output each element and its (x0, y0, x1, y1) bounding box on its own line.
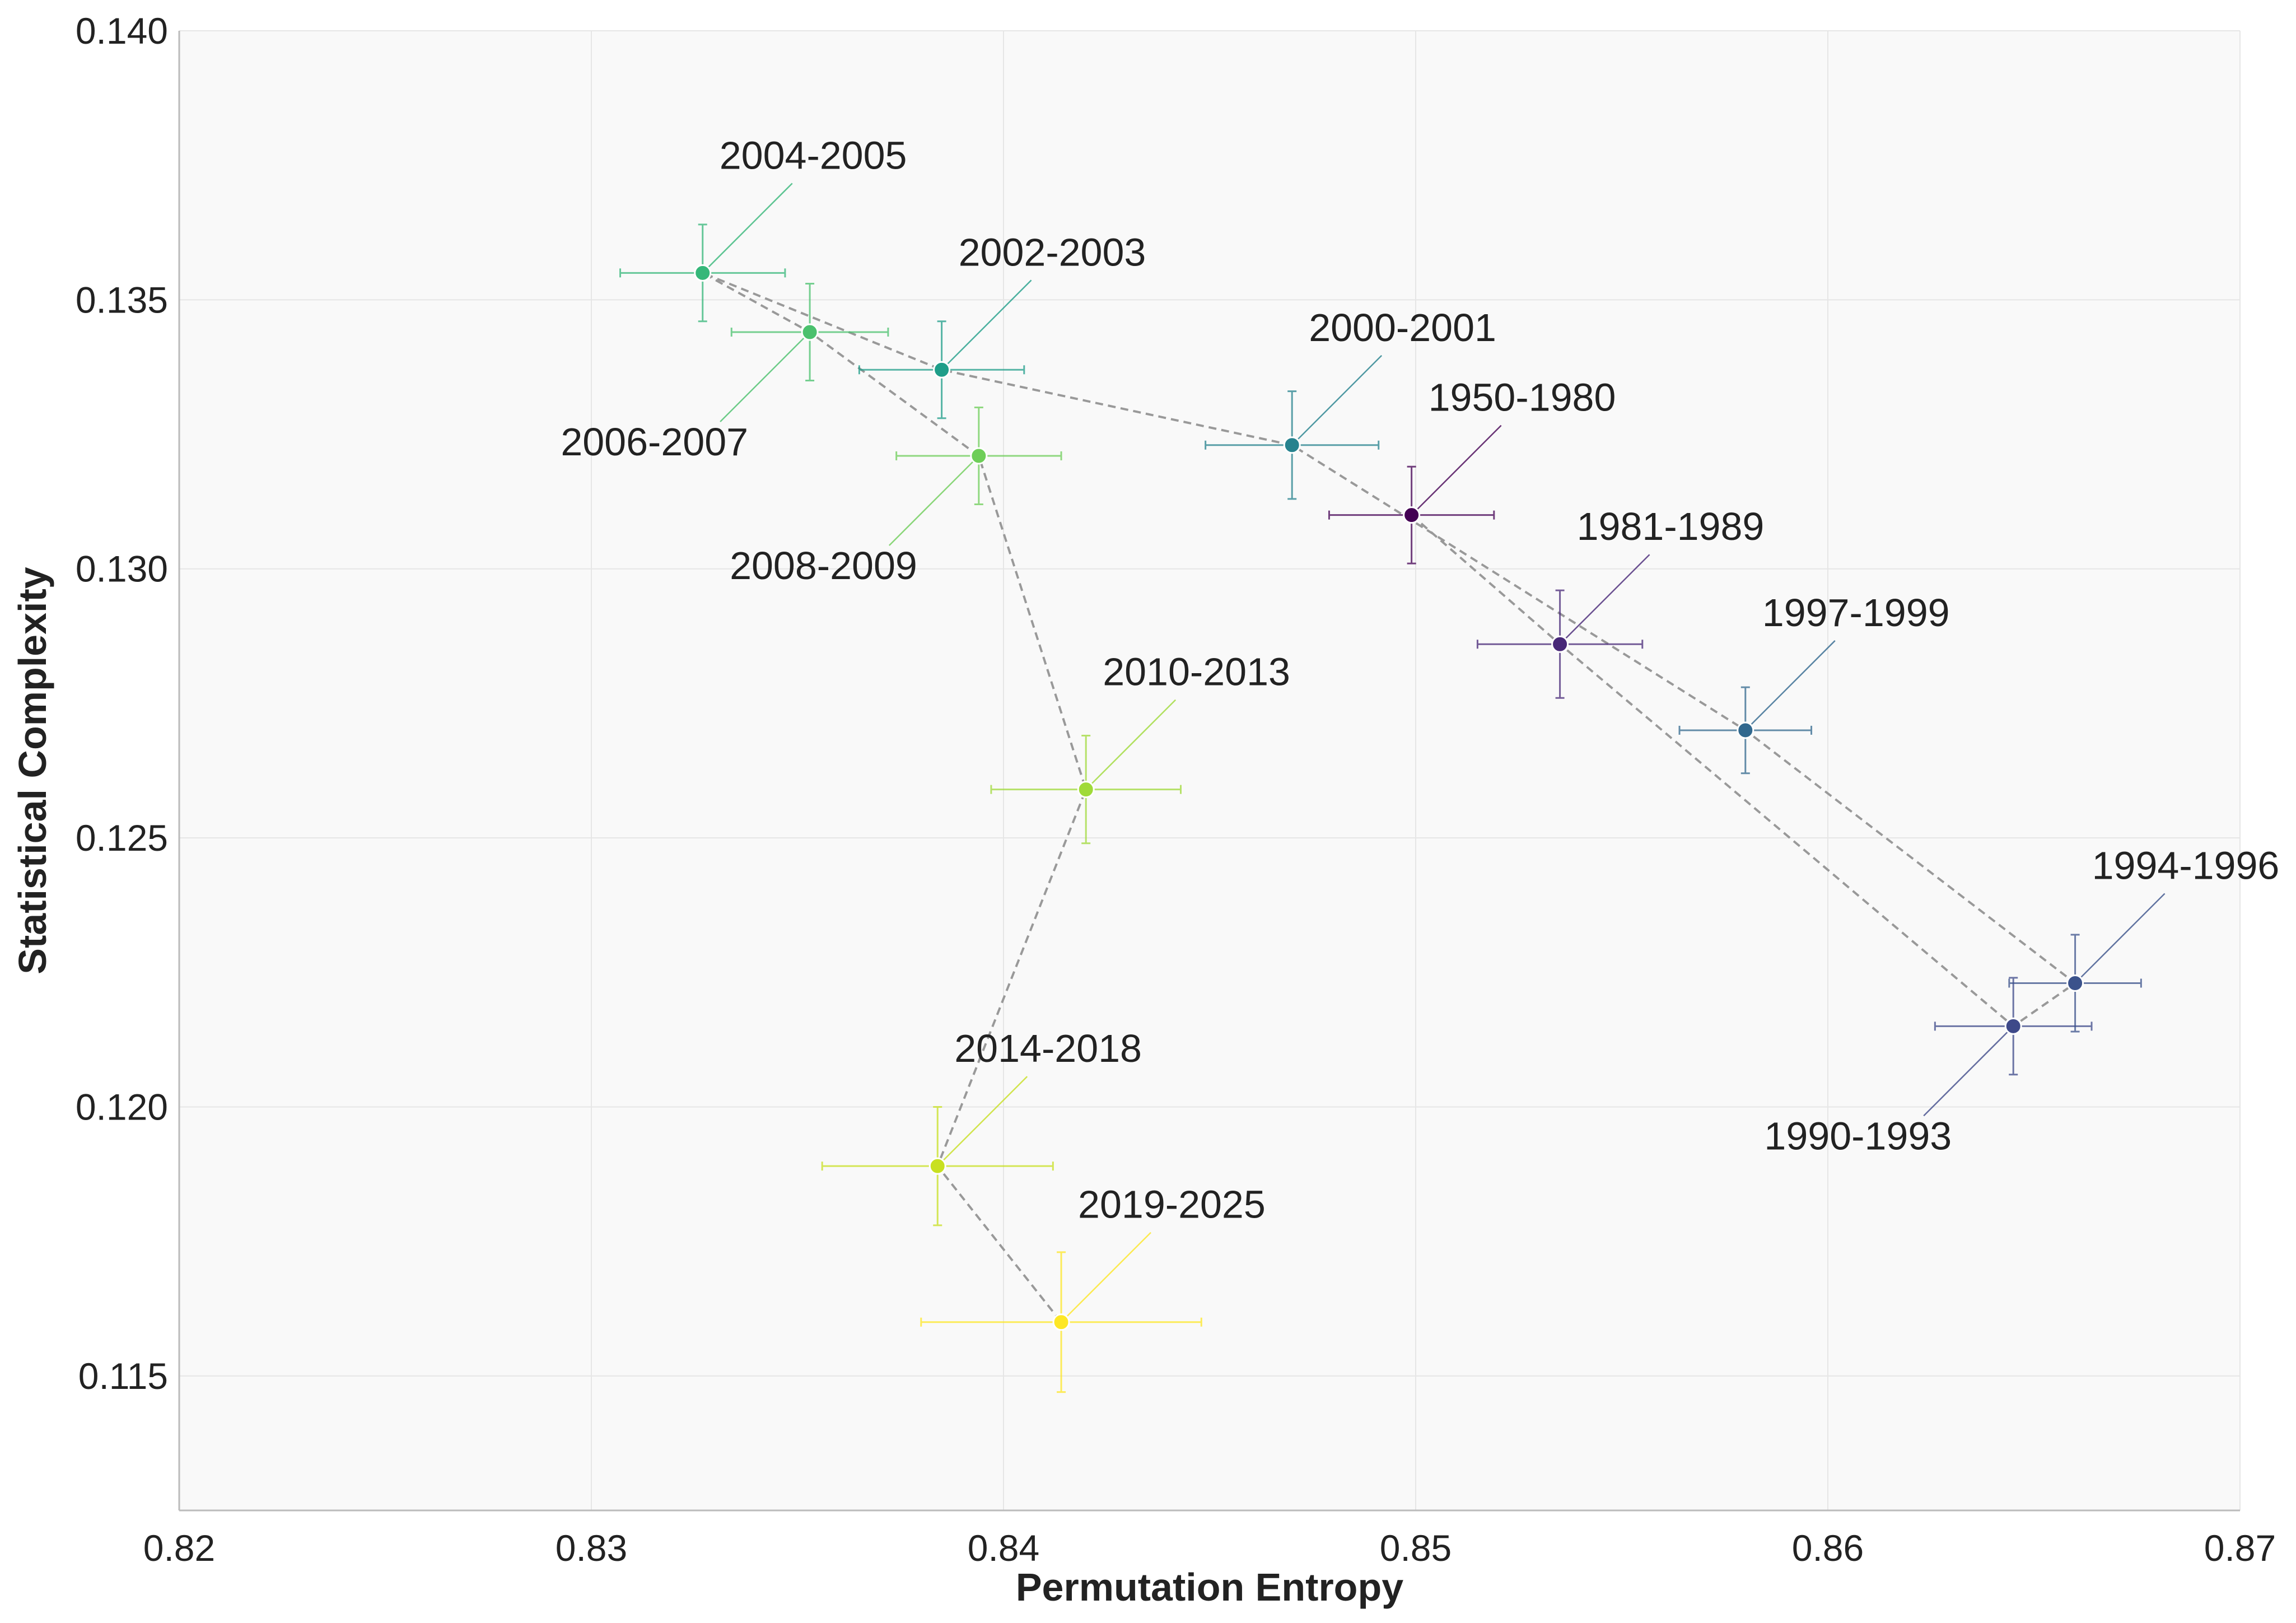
data-point (1052, 1313, 1070, 1331)
label-leader-line (937, 1076, 1028, 1167)
axes (178, 31, 2240, 1512)
point-label: 2006-2007 (561, 420, 748, 464)
label-leader-line (941, 279, 1032, 371)
x-tick-label: 0.83 (556, 1527, 627, 1569)
tick-labels: 0.82 0.83 0.84 0.85 0.86 0.87 0.115 0.120 0.125 0… (76, 10, 2276, 1569)
y-tick-label: 0.135 (76, 279, 168, 320)
data-point (970, 447, 988, 465)
plot-area (179, 31, 2240, 1510)
label-leader-line (1744, 640, 1836, 731)
point-label: 1990-1993 (1764, 1114, 1952, 1158)
point-label: 1981-1989 (1577, 505, 1765, 548)
point-label: 2019-2025 (1078, 1183, 1266, 1226)
point-label: 2004-2005 (720, 133, 907, 177)
label-leader-line (1061, 1232, 1151, 1323)
point-label: 1994-1996 (2092, 843, 2280, 887)
x-tick-label: 0.85 (1380, 1527, 1452, 1569)
point-label: 1997-1999 (1762, 591, 1950, 635)
label-leader-lines (702, 183, 2166, 1323)
y-axis-title: Statistical Complexity (11, 567, 54, 974)
data-point (2066, 974, 2084, 992)
y-tick-label: 0.140 (76, 10, 168, 52)
point-label: 2010-2013 (1103, 650, 1290, 694)
data-point (801, 323, 819, 341)
y-tick-label: 0.120 (76, 1086, 168, 1127)
label-leader-line (1559, 554, 1650, 645)
data-point (1737, 721, 1754, 739)
point-label: 2002-2003 (959, 230, 1146, 274)
label-leader-line (1923, 1025, 2014, 1117)
label-leader-line (2074, 893, 2166, 984)
data-point (1077, 781, 1095, 799)
y-tick-label: 0.125 (76, 817, 168, 859)
label-leader-line (1411, 425, 1502, 516)
data-point (1551, 635, 1569, 653)
x-axis-title: Permutation Entropy (1016, 1565, 1403, 1609)
x-tick-label: 0.86 (1792, 1527, 1864, 1569)
data-point (933, 361, 951, 379)
data-point (1283, 436, 1301, 454)
grid-lines (179, 30, 2241, 1510)
data-point (928, 1157, 946, 1175)
label-leader-line (720, 332, 810, 422)
x-tick-label: 0.82 (143, 1527, 215, 1569)
point-labels: 1950-1980 1981-1989 1990-1993 1994-1996 1997… (561, 133, 2279, 1226)
label-leader-line (1291, 355, 1383, 446)
x-tick-label: 0.84 (968, 1527, 1039, 1569)
data-point (2004, 1017, 2022, 1035)
point-label: 2008-2009 (730, 544, 917, 587)
data-point (694, 264, 712, 282)
point-label: 2000-2001 (1309, 306, 1496, 349)
label-leader-line (702, 183, 793, 274)
label-leader-line (888, 455, 979, 546)
y-tick-label: 0.130 (76, 548, 168, 590)
data-points (694, 264, 2084, 1331)
x-tick-label: 0.87 (2204, 1527, 2276, 1569)
data-point (1403, 506, 1421, 524)
point-label: 2014-2018 (954, 1027, 1142, 1070)
label-leader-line (1085, 699, 1177, 790)
y-tick-label: 0.115 (78, 1355, 168, 1397)
point-label: 1950-1980 (1429, 376, 1616, 419)
